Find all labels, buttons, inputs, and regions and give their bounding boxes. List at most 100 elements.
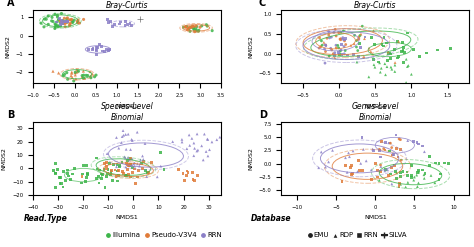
Point xyxy=(127,175,134,179)
Point xyxy=(185,133,193,137)
Point xyxy=(381,62,389,66)
Point xyxy=(58,20,65,24)
Point xyxy=(339,36,346,40)
Point xyxy=(336,37,344,41)
Point xyxy=(387,56,394,60)
Point xyxy=(119,170,127,174)
Point xyxy=(116,163,123,167)
Point xyxy=(105,48,112,52)
Point xyxy=(394,155,402,159)
Point xyxy=(416,55,423,59)
Point xyxy=(353,60,361,64)
Point xyxy=(332,46,340,50)
Point xyxy=(74,69,82,73)
Point xyxy=(52,162,60,166)
Point xyxy=(79,75,86,79)
Point xyxy=(321,47,328,51)
Point xyxy=(73,20,81,23)
Point xyxy=(392,133,400,137)
Point xyxy=(114,168,122,172)
Point xyxy=(326,54,333,58)
Point xyxy=(322,43,330,47)
Point xyxy=(186,29,194,33)
Point xyxy=(415,170,422,174)
Point xyxy=(93,49,100,53)
Point xyxy=(431,181,438,185)
Point xyxy=(56,175,64,179)
Point xyxy=(98,176,105,180)
Point xyxy=(387,65,395,69)
Point xyxy=(154,175,161,179)
Point xyxy=(322,165,329,169)
Point xyxy=(37,21,45,25)
Point xyxy=(52,23,60,27)
Point xyxy=(51,22,59,26)
Point xyxy=(325,30,332,34)
Text: D: D xyxy=(259,110,267,120)
Point xyxy=(353,39,360,42)
Point xyxy=(126,164,134,168)
Point xyxy=(382,73,389,77)
Point xyxy=(408,174,415,178)
Point xyxy=(316,36,323,40)
Point xyxy=(332,34,340,38)
Point xyxy=(107,20,114,23)
Point xyxy=(68,76,76,80)
Point xyxy=(361,37,368,41)
Text: Database: Database xyxy=(251,214,292,223)
Point xyxy=(355,158,362,162)
Point xyxy=(335,50,343,54)
Point xyxy=(61,20,69,23)
Point xyxy=(328,48,336,52)
Point xyxy=(76,21,83,25)
Point xyxy=(72,70,79,74)
Point xyxy=(387,141,394,145)
Point xyxy=(414,185,421,188)
Point xyxy=(69,20,77,24)
Point xyxy=(404,31,411,35)
Point xyxy=(343,170,351,174)
Point xyxy=(400,61,408,65)
Point xyxy=(49,168,57,172)
Point xyxy=(201,132,208,136)
Point xyxy=(349,171,356,175)
Point xyxy=(134,175,141,179)
Point xyxy=(74,21,82,24)
Point xyxy=(374,175,381,179)
Point xyxy=(144,171,152,175)
Point xyxy=(182,25,189,29)
Point xyxy=(56,175,64,179)
Point xyxy=(322,50,329,54)
Point xyxy=(128,157,136,161)
Point xyxy=(369,52,376,56)
Point xyxy=(55,25,62,29)
Point xyxy=(127,162,134,166)
Title: Species-Level
Bray-Curtis: Species-Level Bray-Curtis xyxy=(101,0,154,10)
Point xyxy=(82,180,90,184)
Point xyxy=(142,169,150,173)
Point xyxy=(180,25,187,29)
Point xyxy=(94,174,102,178)
Point xyxy=(377,169,384,173)
Point xyxy=(183,28,191,32)
Point xyxy=(355,54,363,58)
Point xyxy=(131,161,138,165)
X-axis label: NMDS1: NMDS1 xyxy=(116,104,138,109)
Point xyxy=(323,36,331,40)
Legend: EMU, RDP, RRN, SILVA: EMU, RDP, RRN, SILVA xyxy=(304,229,410,241)
Point xyxy=(59,20,66,24)
Point xyxy=(392,169,399,173)
Point xyxy=(87,74,94,78)
Point xyxy=(435,162,443,165)
Point xyxy=(195,28,202,32)
Point xyxy=(189,177,197,181)
Point xyxy=(380,147,388,151)
Point xyxy=(357,161,365,165)
Point xyxy=(54,24,62,28)
Point xyxy=(51,12,59,16)
Point xyxy=(55,18,63,22)
Point xyxy=(368,36,375,40)
Point xyxy=(70,79,78,83)
Point xyxy=(188,136,196,140)
Point xyxy=(186,25,193,29)
